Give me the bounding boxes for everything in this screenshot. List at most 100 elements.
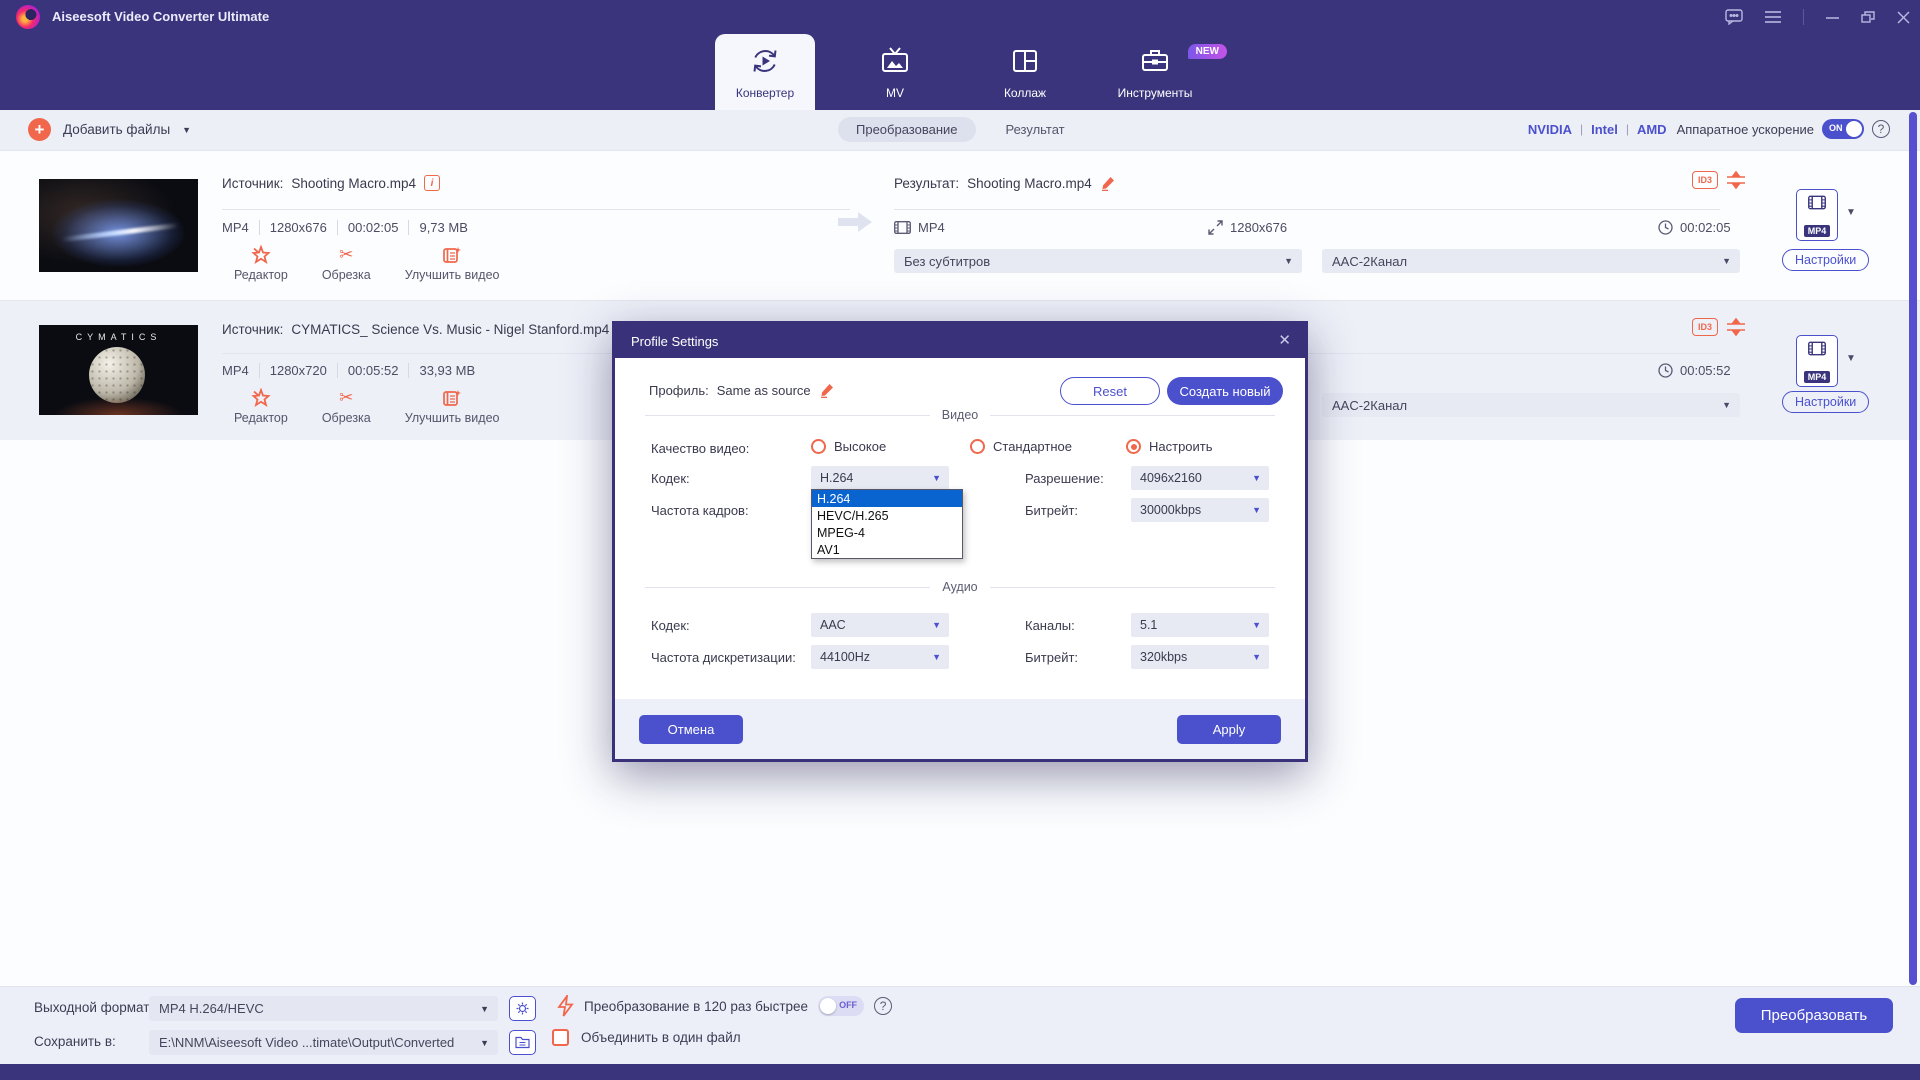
profile-settings-icon[interactable] bbox=[509, 996, 536, 1021]
channels-label: Каналы: bbox=[1025, 618, 1075, 633]
audio-bitrate-select[interactable]: 320kbps bbox=[1131, 645, 1269, 669]
out-resolution: 1280x676 bbox=[1208, 220, 1287, 235]
format-chevron-icon[interactable]: ▼ bbox=[1846, 353, 1856, 364]
toggle-knob bbox=[1846, 121, 1862, 137]
help-icon[interactable]: ? bbox=[874, 997, 893, 1015]
edit-button[interactable]: Редактор bbox=[234, 388, 288, 425]
info-icon[interactable]: i bbox=[423, 175, 440, 191]
channels-select[interactable]: 5.1 bbox=[1131, 613, 1269, 637]
framerate-label: Частота кадров: bbox=[651, 503, 749, 518]
tab-tools[interactable]: Инструменты NEW bbox=[1105, 34, 1227, 110]
tab-converter[interactable]: Конвертер bbox=[715, 34, 815, 120]
plus-icon: + bbox=[28, 118, 51, 141]
dialog-footer: Отмена Apply bbox=[615, 699, 1305, 759]
cancel-button[interactable]: Отмена bbox=[639, 714, 743, 744]
codec-option[interactable]: MPEG-4 bbox=[817, 525, 865, 540]
dialog-close-icon[interactable]: ✕ bbox=[1278, 332, 1291, 349]
video-thumbnail[interactable]: CYMATICS bbox=[39, 325, 198, 415]
video-thumbnail[interactable] bbox=[39, 179, 198, 272]
magic-star-icon bbox=[251, 388, 271, 408]
divider bbox=[222, 353, 850, 354]
radio-quality-standard[interactable]: Стандартное bbox=[970, 439, 1072, 454]
tab-collage[interactable]: Коллаж bbox=[975, 34, 1075, 110]
fast-convert-label: Преобразование в 120 раз быстрее bbox=[584, 998, 809, 1014]
radio-quality-high[interactable]: Высокое bbox=[811, 439, 886, 454]
save-path-select[interactable]: E:\NNM\Aiseesoft Video ...timate\Output\… bbox=[149, 1030, 498, 1055]
adjust-icon[interactable] bbox=[1726, 317, 1746, 341]
audio-track-select[interactable]: AAC-2Канал bbox=[1322, 249, 1740, 273]
out-duration: 00:05:52 bbox=[1658, 363, 1731, 378]
titlebar-divider bbox=[1803, 9, 1804, 25]
audio-track-select[interactable]: AAC-2Канал bbox=[1322, 393, 1740, 417]
settings-button[interactable]: Настройки bbox=[1782, 391, 1870, 413]
hw-accel-toggle[interactable]: ON bbox=[1822, 119, 1864, 139]
trim-button[interactable]: ✂ Обрезка bbox=[321, 245, 371, 282]
audio-bitrate-label: Битрейт: bbox=[1025, 650, 1079, 665]
output-format-select[interactable]: MP4 H.264/HEVC bbox=[149, 996, 498, 1021]
collage-icon bbox=[1009, 43, 1041, 79]
view-result-link[interactable]: Результат bbox=[1005, 122, 1065, 137]
output-format-box[interactable]: MP4 bbox=[1796, 189, 1838, 241]
tab-label: MV bbox=[886, 86, 904, 100]
audio-codec-select[interactable]: AAC bbox=[811, 613, 949, 637]
source-meta: MP4 1280x720 00:05:52 33,93 MB bbox=[222, 363, 485, 378]
merge-checkbox[interactable] bbox=[552, 1029, 569, 1046]
output-format-box[interactable]: MP4 bbox=[1796, 335, 1838, 387]
dialog-header: Profile Settings ✕ bbox=[615, 324, 1305, 358]
fast-convert-toggle[interactable]: OFF bbox=[818, 996, 865, 1016]
samplerate-select[interactable]: 44100Hz bbox=[811, 645, 949, 669]
add-files-button[interactable]: + Добавить файлы ▼ bbox=[28, 118, 191, 141]
format-badge: MP4 bbox=[1803, 371, 1831, 383]
subtitle-select[interactable]: Без субтитров bbox=[894, 249, 1302, 273]
enhance-button[interactable]: Улучшить видео bbox=[405, 245, 499, 282]
view-convert-pill[interactable]: Преобразование bbox=[838, 117, 976, 142]
id3-icon[interactable]: ID3 bbox=[1692, 171, 1718, 189]
close-button[interactable] bbox=[1897, 10, 1910, 24]
main-nav: Конвертер MV Коллаж Инструменты NEW bbox=[0, 34, 1920, 120]
source-title: Источник: Shooting Macro.mp4 i bbox=[222, 175, 440, 191]
out-format: MP4 bbox=[894, 220, 945, 235]
help-icon[interactable]: ? bbox=[1872, 120, 1890, 138]
edit-profile-icon[interactable] bbox=[819, 382, 835, 398]
radio-icon bbox=[970, 439, 985, 454]
divider bbox=[894, 209, 1720, 210]
resolution-label: Разрешение: bbox=[1025, 471, 1104, 486]
codec-select[interactable]: H.264 bbox=[811, 466, 949, 490]
vertical-scrollbar[interactable] bbox=[1909, 112, 1917, 985]
converter-icon bbox=[749, 43, 781, 79]
resolution-select[interactable]: 4096x2160 bbox=[1131, 466, 1269, 490]
codec-option[interactable]: HEVC/H.265 bbox=[817, 508, 889, 523]
format-chevron-icon[interactable]: ▼ bbox=[1846, 207, 1856, 218]
scissors-icon: ✂ bbox=[339, 388, 354, 407]
apply-button[interactable]: Apply bbox=[1177, 714, 1281, 744]
enhance-button[interactable]: Улучшить видео bbox=[405, 388, 499, 425]
save-to-label: Сохранить в: bbox=[34, 1034, 116, 1049]
settings-button[interactable]: Настройки bbox=[1782, 249, 1870, 271]
edit-button[interactable]: Редактор bbox=[234, 245, 288, 282]
tab-label: Коллаж bbox=[1003, 86, 1047, 100]
codec-option[interactable]: AV1 bbox=[817, 542, 840, 557]
open-folder-icon[interactable] bbox=[509, 1030, 536, 1055]
radio-quality-custom[interactable]: Настроить bbox=[1126, 439, 1213, 454]
bitrate-select[interactable]: 30000kbps bbox=[1131, 498, 1269, 522]
id3-icon[interactable]: ID3 bbox=[1692, 318, 1718, 336]
menu-icon[interactable] bbox=[1765, 10, 1781, 24]
radio-icon-selected bbox=[1126, 439, 1141, 454]
profile-line: Профиль: Same as source bbox=[649, 382, 835, 398]
restore-button[interactable] bbox=[1861, 10, 1875, 24]
edit-name-icon[interactable] bbox=[1100, 175, 1116, 191]
tab-label: Конвертер bbox=[735, 86, 795, 100]
reset-button[interactable]: Reset bbox=[1060, 377, 1160, 405]
format-badge: MP4 bbox=[1803, 225, 1831, 237]
create-new-button[interactable]: Создать новый bbox=[1167, 377, 1283, 405]
tab-mv[interactable]: MV bbox=[845, 34, 945, 110]
trim-button[interactable]: ✂ Обрезка bbox=[321, 388, 371, 425]
app-title: Aiseesoft Video Converter Ultimate bbox=[52, 9, 270, 24]
minimize-button[interactable] bbox=[1826, 11, 1839, 24]
feedback-icon[interactable] bbox=[1725, 9, 1743, 25]
magic-star-icon bbox=[251, 245, 271, 265]
adjust-icon[interactable] bbox=[1726, 170, 1746, 194]
codec-option[interactable]: H.264 bbox=[812, 490, 962, 507]
convert-button[interactable]: Преобразовать bbox=[1735, 998, 1893, 1033]
